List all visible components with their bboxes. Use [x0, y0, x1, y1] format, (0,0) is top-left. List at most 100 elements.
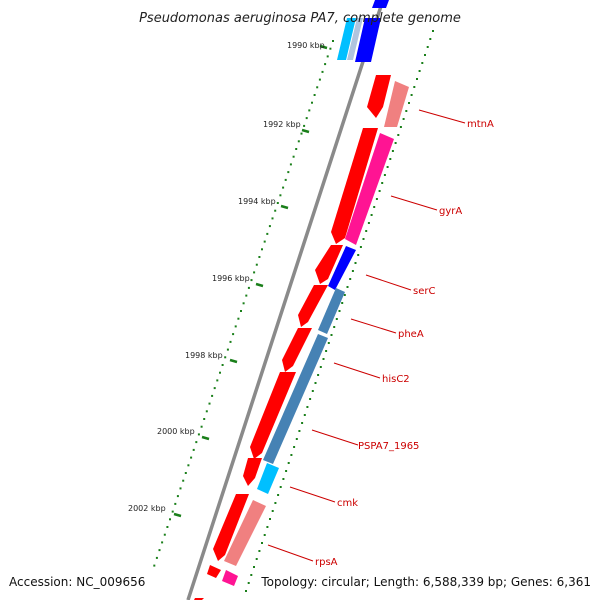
ruler-dot — [324, 63, 327, 66]
ruler-dot — [375, 198, 378, 200]
ruler-dot — [402, 118, 405, 120]
cds-arrow — [337, 18, 356, 60]
ruler-dot — [298, 430, 301, 432]
ruler-dot — [383, 174, 386, 176]
cds-arrow — [367, 75, 391, 118]
ruler-dot — [381, 182, 384, 184]
ruler-ticks — [173, 44, 328, 518]
ruler-dot — [413, 86, 416, 88]
label-leaders — [267, 109, 466, 562]
ruler-dot — [245, 590, 247, 592]
ruler-dot — [261, 542, 263, 544]
ruler-dot — [166, 526, 169, 528]
ruler-dot — [426, 46, 429, 48]
ruler-dot — [326, 55, 329, 58]
ruler-dot — [179, 487, 182, 490]
cds-arrow — [257, 463, 279, 494]
ruler-dot — [287, 171, 290, 174]
ruler-dot — [187, 464, 190, 467]
ruler-dot — [232, 333, 235, 336]
ruler-dot — [313, 94, 316, 96]
ruler-dot — [279, 486, 282, 488]
ruler-dot — [424, 54, 426, 56]
ruler-dot — [263, 534, 266, 536]
ruler-dot — [284, 178, 287, 181]
ruler-dot — [322, 358, 325, 360]
ruler-dot — [346, 286, 349, 288]
ruler-dot — [276, 202, 279, 204]
ruler-dot — [359, 246, 362, 248]
ruler-dot — [321, 70, 324, 73]
ruler-dot — [289, 163, 292, 166]
outer-dotted-arc — [148, 40, 334, 582]
ruler-dot — [268, 225, 271, 228]
ruler-dot — [317, 374, 320, 376]
ruler-label: 1998 kbp — [185, 351, 223, 360]
ruler-dot — [349, 278, 352, 280]
ruler-dot — [378, 190, 381, 192]
cds-arrow — [331, 128, 378, 244]
ruler-dot — [208, 402, 211, 405]
ruler-dot — [271, 217, 274, 220]
ruler-dot — [303, 124, 306, 127]
ruler-dot — [266, 232, 269, 235]
ruler-dot — [258, 256, 261, 258]
ruler-dot — [240, 310, 242, 312]
ruler-dot — [213, 387, 216, 390]
ruler-dot — [330, 334, 333, 336]
ruler-dot — [266, 526, 269, 528]
ruler-dot — [316, 86, 319, 89]
ruler-dot — [250, 574, 253, 576]
ruler-dot — [408, 102, 410, 104]
ruler-dot — [255, 263, 258, 266]
ruler-dot — [197, 433, 200, 436]
cds-arrow — [243, 458, 262, 486]
ruler-dot — [237, 317, 240, 320]
ruler-dot — [279, 194, 282, 197]
ruler-dot — [410, 94, 413, 96]
ruler-dot — [327, 342, 330, 344]
ruler-dot — [290, 454, 293, 456]
ruler-dot — [338, 310, 341, 312]
summary-text: Topology: circular; Length: 6,588,339 bp… — [260, 575, 591, 589]
ruler-dot — [247, 582, 250, 584]
ruler-dot — [319, 366, 322, 368]
ruler-dot — [200, 425, 203, 428]
ruler-dot — [190, 456, 193, 459]
ruler-dot — [221, 364, 224, 366]
cds-arrow — [224, 500, 266, 566]
ruler-dot — [301, 422, 304, 424]
ruler-dot — [362, 238, 365, 240]
ruler-dot — [311, 390, 314, 392]
gene-label-serC: serC — [413, 286, 435, 297]
ruler-dot — [300, 132, 303, 135]
ruler-label: 1994 kbp — [238, 197, 276, 206]
cds-arrow — [263, 334, 328, 464]
ruler-dot — [263, 240, 266, 243]
ruler-dot — [391, 150, 394, 152]
gene-label-cmk: cmk — [337, 498, 358, 509]
ruler-major-tick — [280, 204, 289, 210]
ruler-dot — [261, 248, 263, 251]
cds-arrow — [345, 133, 394, 245]
ruler-dot — [297, 140, 300, 143]
ruler-dot — [354, 262, 357, 264]
ruler-dot — [282, 186, 285, 189]
cds-arrow — [355, 18, 381, 62]
gene-label-rpsA: rpsA — [315, 557, 338, 568]
ruler-dot — [211, 394, 214, 397]
ruler-dot — [373, 206, 376, 208]
gene-label-PSPA7_1965: PSPA7_1965 — [358, 441, 419, 452]
ruler-dot — [335, 318, 338, 320]
ruler-dot — [282, 478, 285, 480]
ruler-dot — [293, 446, 296, 448]
ruler-major-tick — [255, 282, 264, 288]
ruler-dot — [386, 166, 389, 168]
ruler-dot — [253, 271, 256, 274]
ruler-dot — [205, 410, 208, 413]
ruler-major-tick — [173, 512, 182, 518]
ruler-dot — [351, 270, 354, 272]
ruler-dot — [269, 518, 271, 520]
cds-arrow — [298, 285, 328, 327]
ruler-dot — [309, 398, 312, 400]
